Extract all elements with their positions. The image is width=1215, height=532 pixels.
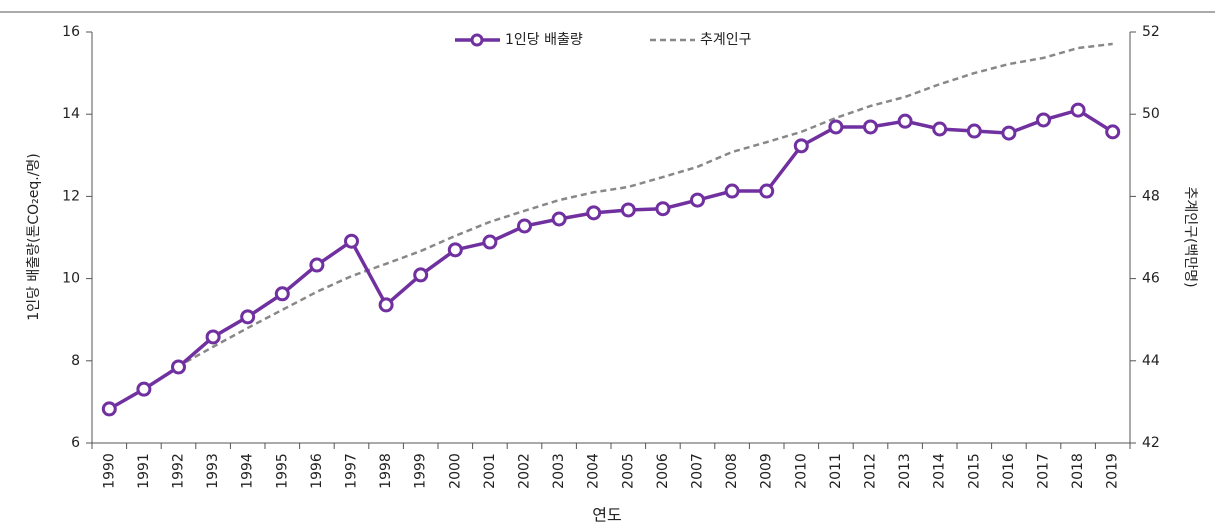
x-tick-label: 1994 [240,453,256,489]
series-marker [724,183,740,199]
series-marker [793,138,809,154]
series-marker [586,205,602,221]
y-tick-label: 6 [71,435,80,451]
y-tick-label: 14 [62,106,80,122]
x-tick-label: 1991 [136,453,152,489]
y2-tick-label: 52 [1142,24,1160,40]
x-tick-label: 2001 [482,453,498,489]
x-tick-label: 2009 [759,453,775,489]
x-tick-label: 1997 [344,453,360,489]
y2-axis-label: 추계인구(백만명) [1182,186,1198,287]
x-tick-label: 2010 [793,453,809,489]
y2-tick-label: 46 [1142,271,1160,287]
series-marker [620,202,636,218]
y2-tick-label: 44 [1142,353,1160,369]
x-tick-label: 1998 [378,453,394,489]
y-tick-label: 8 [71,353,80,369]
series-marker [378,297,394,313]
y-tick-label: 16 [62,24,80,40]
x-tick-label: 2013 [897,453,913,489]
y2-tick-label: 42 [1142,435,1160,451]
series-line [108,108,1114,411]
series-marker [309,257,325,273]
x-tick-label: 1996 [309,453,325,489]
x-tick-label: 2003 [551,453,567,489]
series-marker [863,119,878,135]
x-tick-label: 1995 [274,453,290,489]
legend-label: 추계인구 [700,32,752,48]
x-axis-label: 연도 [592,506,621,525]
x-tick-label: 2018 [1070,453,1086,489]
x-tick-label: 2015 [966,453,982,489]
x-tick-label: 2000 [447,453,463,489]
series-marker [1036,112,1051,128]
y2-tick-label: 48 [1142,188,1160,204]
series-marker [759,183,775,199]
x-tick-label: 2014 [932,453,948,489]
x-tick-label: 2008 [724,453,740,489]
y2-tick-label: 50 [1142,106,1160,122]
series-line [108,42,1113,410]
y-tick-label: 12 [62,188,80,204]
x-tick-label: 2011 [828,453,844,489]
y-axis-label: 1인당 배출량(톤CO₂eq./명) [26,153,42,321]
series-marker [655,201,671,217]
x-tick-label: 2002 [517,453,533,489]
x-tick-label: 1992 [171,453,187,489]
series-marker [828,119,844,135]
x-tick-label: 1990 [101,453,117,489]
series-marker [1070,102,1086,118]
legend-label: 1인당 배출량 [505,32,583,48]
x-tick-label: 2017 [1036,453,1052,489]
series-marker [690,192,705,208]
y-tick-label: 10 [62,271,80,287]
series-marker [447,242,463,258]
series-marker [1105,124,1121,140]
series-marker [274,286,290,302]
series-marker [136,381,152,397]
x-tick-label: 1993 [205,453,221,489]
series-marker [966,123,982,139]
x-tick-label: 2019 [1105,453,1121,489]
series-marker [1001,125,1017,141]
series-marker [240,309,256,325]
x-tick-label: 2004 [586,453,602,489]
x-tick-label: 1999 [413,453,429,489]
series-marker [205,329,221,345]
series-marker [551,211,567,227]
series-marker [517,218,532,234]
x-tick-label: 2006 [655,453,671,489]
legend-marker [470,33,484,47]
x-tick-label: 2012 [863,453,879,489]
series-marker [171,359,186,375]
series-marker [932,121,948,137]
x-tick-label: 2016 [1001,453,1017,489]
series-marker [101,401,117,417]
series-marker [482,234,498,250]
series-marker [413,267,429,283]
x-tick-label: 2005 [620,453,636,489]
series-marker [897,113,913,129]
x-tick-label: 2007 [690,453,706,489]
series-marker [344,233,359,249]
